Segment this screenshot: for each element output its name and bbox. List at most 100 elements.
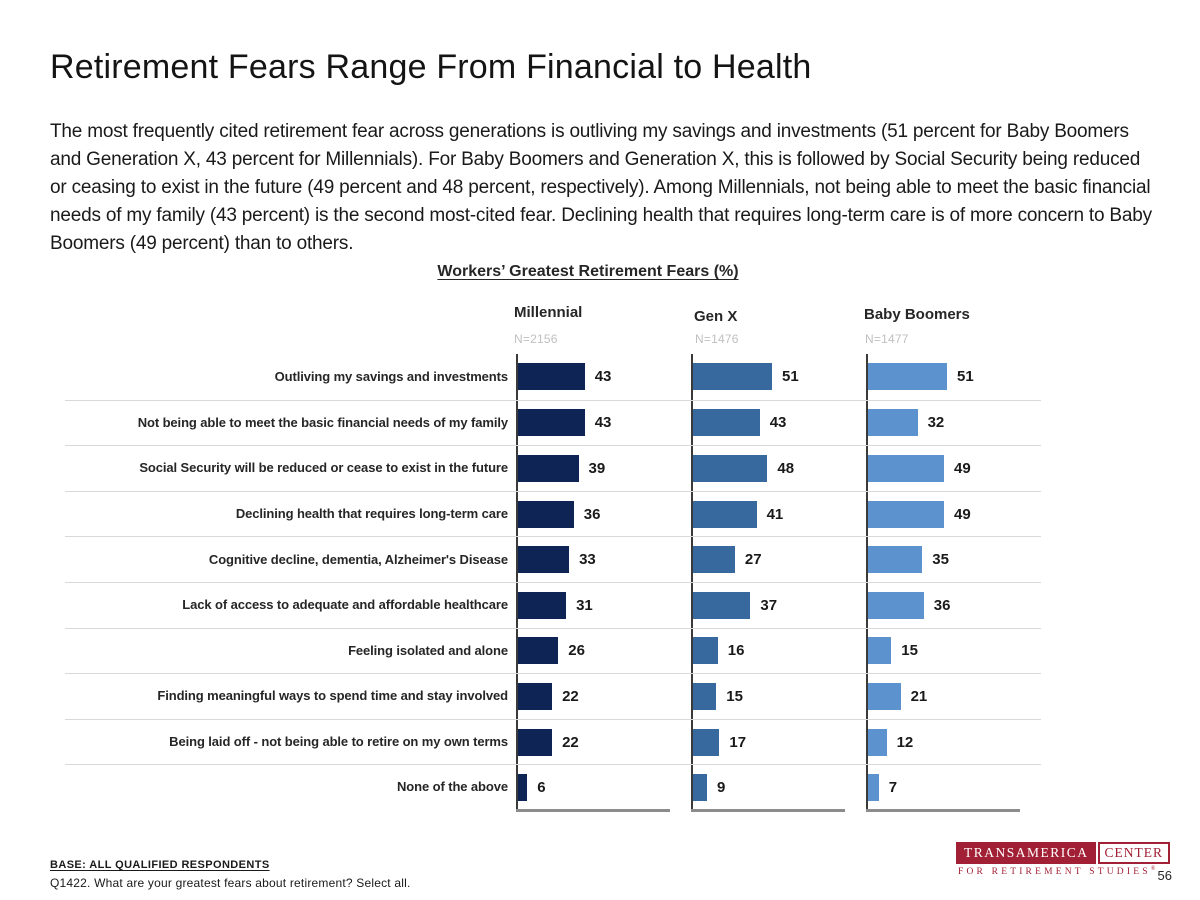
bar-value-label: 35: [932, 551, 949, 569]
bar: [693, 728, 720, 756]
category-label: Not being able to meet the basic financi…: [137, 414, 508, 430]
bar-value-label: 15: [901, 642, 918, 660]
bar-value-label: 49: [954, 505, 971, 523]
chart-row: None of the above 6 9 7: [65, 764, 1041, 810]
category-label: Outliving my savings and investments: [274, 368, 508, 384]
bar-value-label: 22: [562, 687, 579, 705]
bar: [518, 682, 553, 710]
bar: [518, 591, 567, 619]
axis-baseline-millennial: [516, 809, 670, 812]
bar-value-label: 17: [729, 733, 747, 751]
panel-millennial: 31: [516, 582, 691, 628]
column-header-genx: Gen X: [694, 308, 738, 325]
bar: [693, 409, 760, 437]
panel-millennial: 43: [516, 400, 691, 446]
bar-value-label: 49: [954, 459, 971, 477]
chart-row: Outliving my savings and investments 43 …: [65, 354, 1041, 400]
bar: [868, 637, 892, 665]
chart-rows: Outliving my savings and investments 43 …: [65, 354, 1041, 810]
panel-genx: 16: [691, 628, 866, 674]
category-label: Social Security will be reduced or cease…: [139, 460, 508, 476]
question-note: Q1422. What are your greatest fears abou…: [50, 876, 411, 890]
chart-row: Social Security will be reduced or cease…: [65, 445, 1041, 491]
bar: [868, 774, 879, 802]
page-title: Retirement Fears Range From Financial to…: [50, 48, 812, 86]
chart-row: Declining health that requires long-term…: [65, 490, 1041, 537]
logo-tagline: FOR RETIREMENT STUDIES®: [956, 866, 1172, 877]
bar-value-label: 51: [782, 368, 799, 386]
panel-genx: 17: [691, 719, 866, 765]
category-label: Declining health that requires long-term…: [235, 505, 508, 521]
bar: [868, 454, 944, 482]
bar: [518, 637, 559, 665]
bar-value-label: 36: [583, 505, 601, 523]
bar: [693, 454, 768, 482]
panel-babyboomers: 21: [866, 674, 1041, 719]
bar: [518, 728, 553, 756]
logo-tagline-text: FOR RETIREMENT STUDIES: [958, 867, 1151, 878]
bar-value-label: 6: [537, 779, 546, 797]
bar-value-label: 7: [888, 779, 898, 797]
panel-millennial: 36: [516, 491, 691, 537]
sample-size-genx: N=1476: [695, 332, 739, 346]
bar-value-label: 12: [896, 733, 914, 751]
axis-baseline-genx: [691, 809, 845, 812]
category-label: Feeling isolated and alone: [348, 642, 508, 658]
bar: [518, 774, 528, 802]
category-label: Cognitive decline, dementia, Alzheimer's…: [208, 551, 508, 567]
bar: [693, 637, 718, 665]
bar-value-label: 33: [579, 551, 596, 569]
registered-trademark-symbol: ®: [1150, 866, 1156, 872]
bar-value-label: 39: [588, 459, 606, 477]
bar-value-label: 16: [727, 642, 745, 660]
bar: [868, 546, 923, 574]
chart-row: Not being able to meet the basic financi…: [65, 399, 1041, 446]
bar: [868, 500, 944, 528]
page-number: 56: [1157, 868, 1172, 883]
bar-value-label: 27: [744, 551, 762, 569]
bar: [868, 409, 918, 437]
panel-genx: 43: [691, 400, 866, 446]
panel-millennial: 43: [516, 354, 691, 400]
bar-value-label: 32: [927, 414, 945, 432]
bar: [693, 500, 757, 528]
bar: [693, 546, 735, 574]
column-header-babyboomers: Baby Boomers: [864, 306, 970, 323]
bar: [693, 774, 707, 802]
bar: [868, 363, 947, 391]
panel-genx: 51: [691, 354, 866, 400]
chart-row: Feeling isolated and alone 26 16 15: [65, 627, 1041, 674]
bar: [518, 363, 585, 391]
bar-value-label: 48: [777, 459, 795, 477]
logo-secondary-text: CENTER: [1097, 842, 1171, 864]
axis-baseline-babyboomers: [866, 809, 1020, 812]
panel-babyboomers: 15: [866, 628, 1041, 674]
panel-millennial: 22: [516, 719, 691, 765]
bar-value-label: 22: [562, 733, 579, 751]
bar-chart: Outliving my savings and investments 43 …: [65, 354, 1041, 812]
bar-value-label: 26: [568, 642, 585, 660]
bar-value-label: 36: [933, 596, 951, 614]
panel-genx: 41: [691, 491, 866, 537]
panel-babyboomers: 35: [866, 537, 1041, 582]
bar: [868, 728, 887, 756]
chart-row: Cognitive decline, dementia, Alzheimer's…: [65, 536, 1041, 582]
panel-genx: 27: [691, 537, 866, 582]
panel-babyboomers: 51: [866, 354, 1041, 400]
panel-genx: 48: [691, 446, 866, 491]
bar-value-label: 51: [957, 368, 974, 386]
bar: [693, 591, 751, 619]
bar-value-label: 31: [576, 596, 593, 614]
bar: [518, 500, 574, 528]
panel-genx: 9: [691, 765, 866, 810]
bar-value-label: 43: [594, 414, 612, 432]
panel-millennial: 26: [516, 628, 691, 674]
bar: [693, 363, 772, 391]
chart-row: Finding meaningful ways to spend time an…: [65, 673, 1041, 719]
panel-genx: 37: [691, 582, 866, 628]
chart-row: Being laid off - not being able to retir…: [65, 718, 1041, 765]
bar-value-label: 15: [726, 687, 743, 705]
base-note: BASE: ALL QUALIFIED RESPONDENTS: [50, 859, 270, 871]
panel-millennial: 33: [516, 537, 691, 582]
bar: [868, 682, 901, 710]
